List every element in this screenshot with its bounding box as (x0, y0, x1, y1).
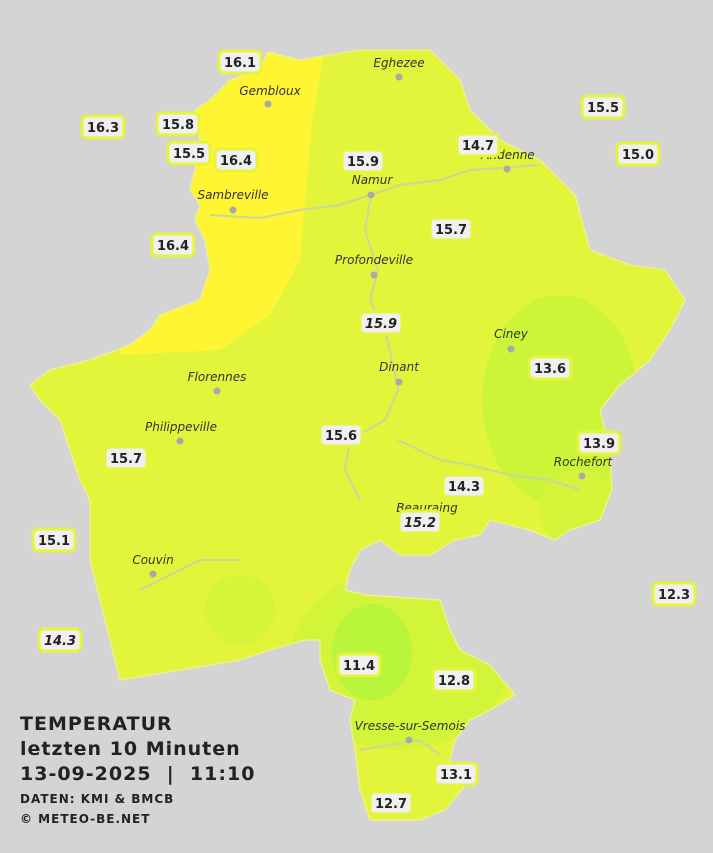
station-box (455, 132, 501, 158)
station-box (580, 94, 626, 120)
station-box (155, 111, 201, 137)
city-dot (229, 206, 237, 214)
station-box (358, 310, 404, 336)
station-box (576, 430, 622, 456)
station-value: 15.5 (173, 147, 205, 162)
station-box (340, 148, 386, 174)
city-label: Dinant (379, 360, 420, 374)
legend-copyright: © METEO-BE.NET (20, 812, 150, 826)
station-value: 15.5 (587, 101, 619, 116)
station-box (37, 627, 83, 653)
station-value: 11.4 (343, 659, 375, 674)
city-dot (503, 165, 511, 173)
river (209, 164, 541, 220)
city-label: Namur (352, 173, 394, 187)
station-value: 15.8 (162, 118, 194, 133)
station-value: 16.3 (87, 121, 119, 136)
station-box (615, 141, 661, 167)
city-dot (213, 387, 221, 395)
station-box (213, 147, 259, 173)
city-dot (395, 73, 403, 81)
station-value: 14.3 (44, 634, 76, 649)
city-label: Sambreville (197, 188, 268, 202)
city-label: Profondeville (335, 253, 413, 267)
station-value: 15.9 (365, 317, 397, 332)
station-box (441, 473, 487, 499)
station-value: 16.4 (157, 239, 189, 254)
station-box (80, 114, 126, 140)
station-value: 13.9 (583, 437, 615, 452)
city-label: Rochefort (554, 455, 614, 469)
station-box (527, 355, 573, 381)
station-box (217, 49, 263, 75)
city-dot (578, 472, 586, 480)
legend-title: TEMPERATUR (20, 713, 173, 735)
legend-datetime: 13-09-2025 | 11:10 (20, 763, 255, 785)
cool-zone (205, 575, 275, 645)
station-box (428, 216, 474, 242)
station-value: 16.4 (220, 154, 252, 169)
station-box (150, 232, 196, 258)
city-label: Ciney (494, 327, 529, 341)
station-value: 15.0 (622, 148, 654, 163)
station-value: 15.9 (347, 155, 379, 170)
station-value: 14.3 (448, 480, 480, 495)
city-label: Eghezee (373, 56, 424, 70)
station-box (651, 581, 697, 607)
city-label: Vresse-sur-Semois (355, 719, 466, 733)
city-dot (264, 100, 272, 108)
stations: 16.1 16.3 15.8 15.5 16.4 15.9 14.7 15.5 15.0 16.4… (31, 49, 697, 816)
city-label: Philippeville (145, 420, 217, 434)
city-dot (395, 378, 403, 386)
station-value: 13.6 (534, 362, 566, 377)
station-value: 15.1 (38, 534, 70, 549)
station-value: 16.1 (224, 56, 256, 71)
station-box (31, 527, 77, 553)
station-value: 12.7 (375, 797, 407, 812)
river (139, 559, 240, 591)
station-value: 13.1 (440, 768, 472, 783)
station-box (397, 509, 443, 535)
city-label: Couvin (132, 553, 173, 567)
legend-period: letzten 10 Minuten (20, 738, 241, 760)
station-value: 15.2 (404, 516, 436, 531)
river (397, 439, 581, 491)
city-label: Gembloux (239, 84, 301, 98)
station-box (368, 790, 414, 816)
legend: TEMPERATUR letzten 10 Minuten 13-09-2025… (20, 713, 255, 826)
city-dot (507, 345, 515, 353)
city-dot (370, 271, 378, 279)
station-value: 15.6 (325, 429, 357, 444)
cold-zone (332, 604, 412, 700)
station-value: 12.8 (438, 674, 470, 689)
station-value: 12.3 (658, 588, 690, 603)
city-dot (149, 570, 157, 578)
station-box (318, 422, 364, 448)
station-box (103, 445, 149, 471)
station-box (433, 761, 479, 787)
station-value: 14.7 (462, 139, 494, 154)
station-box (166, 140, 212, 166)
station-value: 15.7 (110, 452, 142, 467)
cities: EghezeeGemblouxAndenneNamurSambrevillePr… (132, 56, 614, 744)
city-label: Florennes (188, 370, 247, 384)
legend-source: DATEN: KMI & BMCB (20, 792, 174, 806)
station-box (431, 667, 477, 693)
station-box (336, 652, 382, 678)
river (343, 194, 400, 501)
city-dot (367, 191, 375, 199)
river (359, 738, 441, 756)
city-dot (176, 437, 184, 445)
city-dot (405, 736, 413, 744)
station-value: 15.7 (435, 223, 467, 238)
